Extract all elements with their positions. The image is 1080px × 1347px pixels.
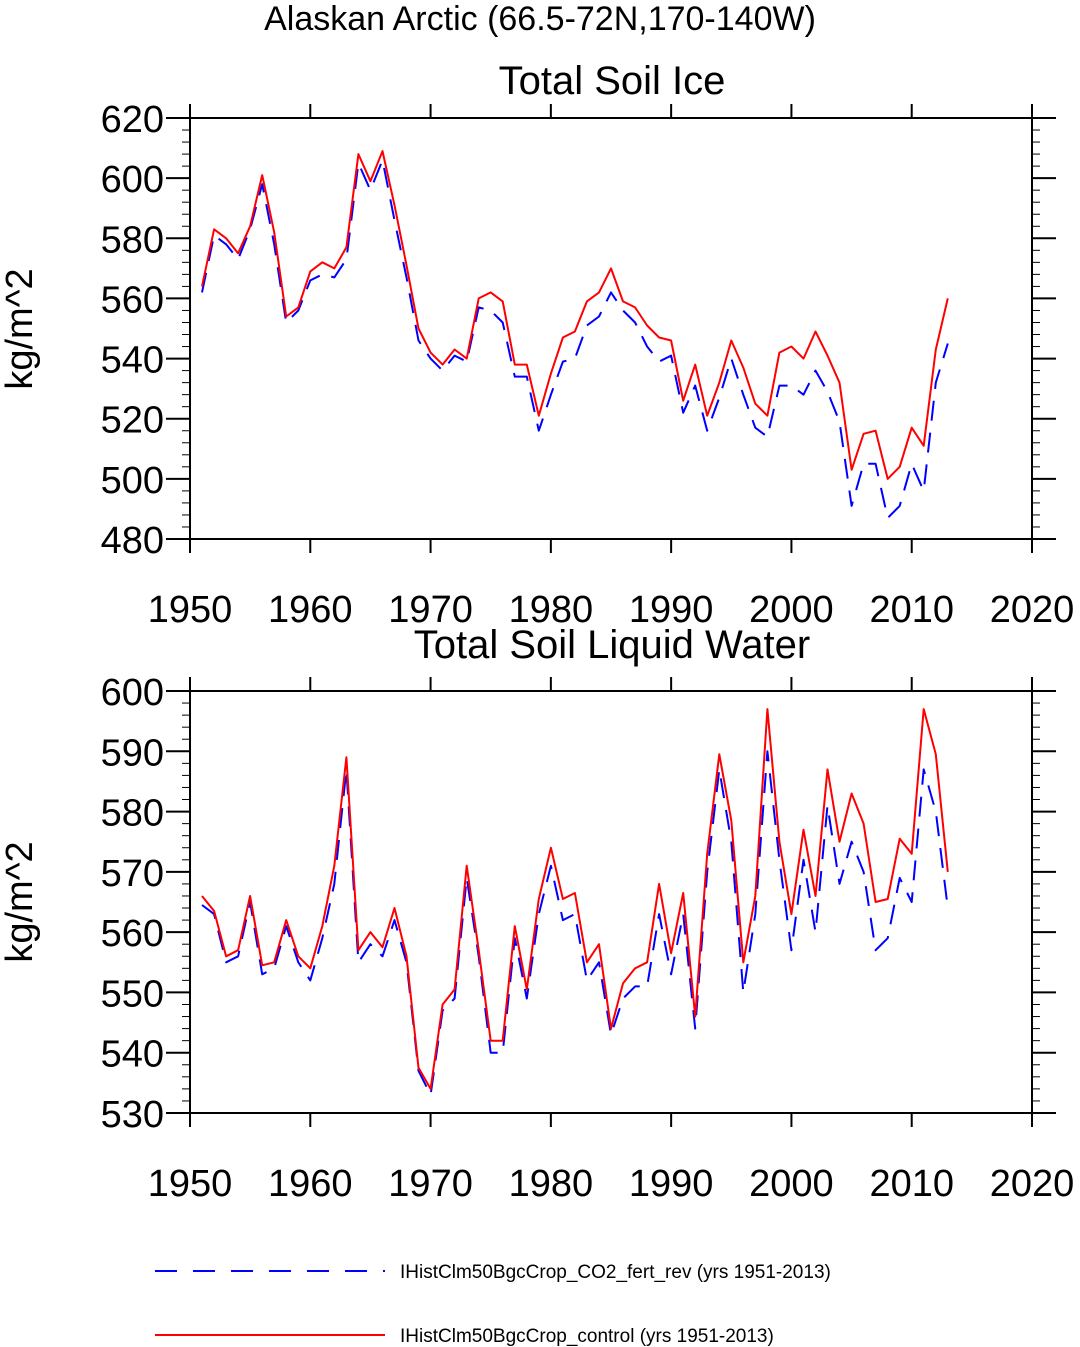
x-tick-label: 2010 [869,589,954,631]
y-tick-label: 580 [101,793,164,835]
y-tick-label: 540 [101,1034,164,1076]
y-tick-label: 560 [101,279,164,321]
legend-entry-co2-fert-rev: IHistClm50BgcCrop_CO2_fert_rev (yrs 1951… [400,1262,831,1283]
y-tick-label: 520 [101,400,164,442]
x-tick-label: 1960 [268,589,353,631]
y-tick-label: 600 [101,159,164,201]
x-tick-label: 2000 [749,1163,834,1205]
y-tick-label: 570 [101,853,164,895]
x-tick-label: 1970 [388,589,473,631]
x-tick-label: 2010 [869,1163,954,1205]
series-line-co2-fert-rev [201,750,949,1096]
y-tick-label: 580 [101,219,164,261]
y-tick-label: 500 [101,460,164,502]
y-axis-label: kg/m^2 [0,268,41,389]
x-tick-label: 1990 [629,589,714,631]
x-tick-label: 1970 [388,1163,473,1205]
series-line-control [201,708,949,1090]
y-tick-label: 590 [101,732,164,774]
legend-entry-control: IHistClm50BgcCrop_control (yrs 1951-2013… [400,1326,774,1347]
x-tick-label: 1950 [148,1163,233,1205]
y-tick-label: 620 [101,99,164,141]
panel-total-soil-liquid-water: Total Soil Liquid Water kg/m^2 1950 1960 1… [0,623,1074,1205]
y-axis-label: kg/m^2 [0,841,41,962]
y-tick-label: 540 [101,340,164,382]
x-tick-label: 1990 [629,1163,714,1205]
panel-title: Total Soil Ice [499,59,726,103]
panel-total-soil-ice: Total Soil Ice kg/m^2 1950 1960 1970 1980 19… [0,59,1074,631]
x-tick-label: 2000 [749,589,834,631]
legend: IHistClm50BgcCrop_CO2_fert_rev (yrs 1951… [155,1262,831,1347]
series-line-control [201,150,949,480]
y-tick-label: 530 [101,1094,164,1136]
x-tick-label: 1950 [148,589,233,631]
panel-title: Total Soil Liquid Water [414,623,810,667]
x-tick-label: 2020 [990,1163,1075,1205]
series-line-co2-fert-rev [201,159,949,519]
y-tick-label: 550 [101,973,164,1015]
y-tick-label: 560 [101,913,164,955]
x-tick-label: 2020 [990,589,1075,631]
x-tick-label: 1980 [509,589,594,631]
x-tick-label: 1960 [268,1163,353,1205]
plot-frame [189,117,1033,540]
figure-title: Alaskan Arctic (66.5-72N,170-140W) [264,0,816,38]
plot-frame [189,690,1033,1114]
x-tick-label: 1980 [509,1163,594,1205]
y-tick-label: 600 [101,672,164,714]
y-tick-label: 480 [101,520,164,562]
